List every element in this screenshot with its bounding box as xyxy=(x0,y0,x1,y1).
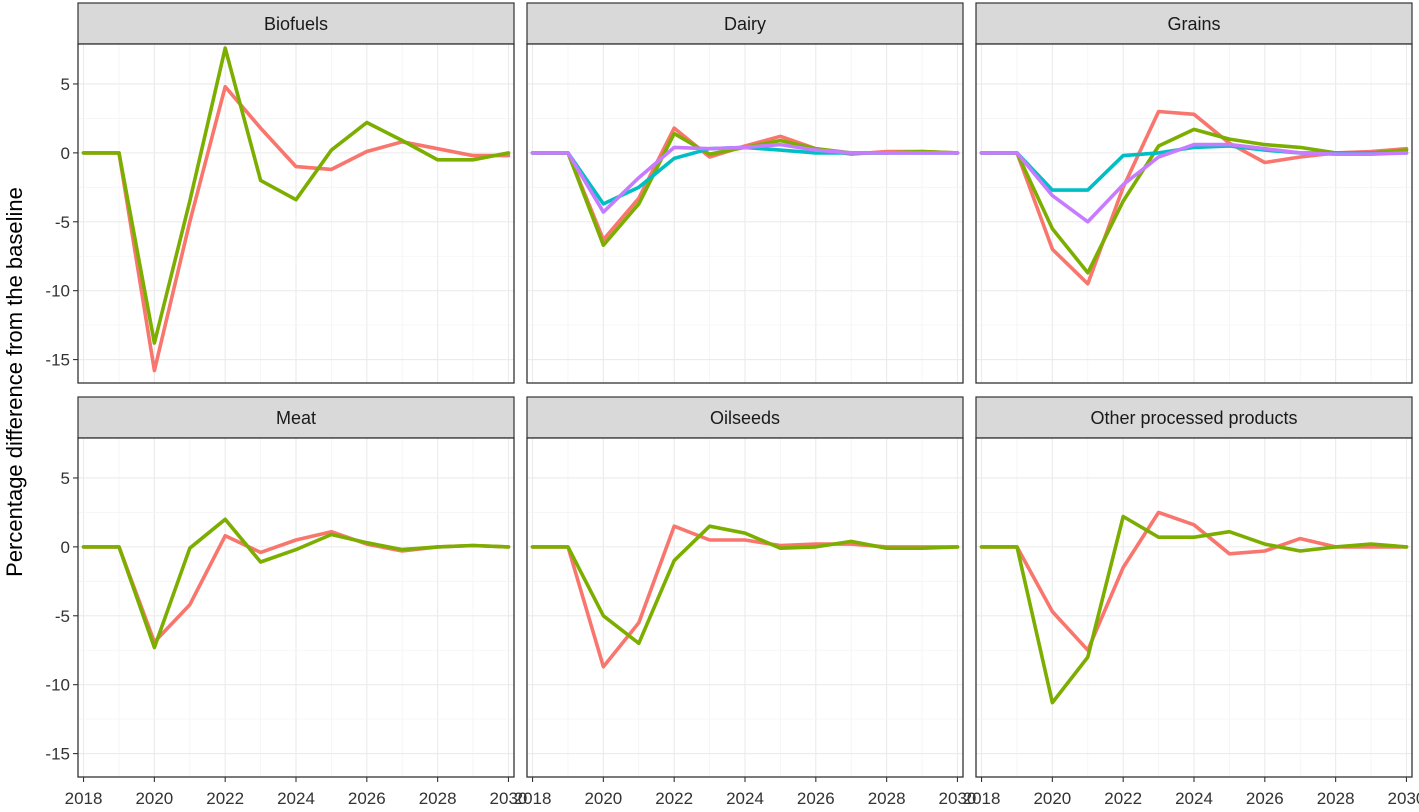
panel-oilseeds: Oilseeds 2018 2020 2022 2024 2026 2028 2030 xyxy=(514,396,977,808)
gridlines xyxy=(78,44,514,383)
y-tick-label: -5 xyxy=(55,213,70,232)
x-tick-label: 2028 xyxy=(1317,789,1355,808)
x-tick-label: 2024 xyxy=(277,789,315,808)
y-tick-label: -15 xyxy=(45,351,70,370)
x-tick-label: 2020 xyxy=(135,789,173,808)
panel-strip xyxy=(77,2,515,45)
panel-title: Other processed products xyxy=(1090,408,1297,428)
y-tick-label: 0 xyxy=(61,144,70,163)
y-tick-label: -10 xyxy=(45,282,70,301)
gridlines xyxy=(976,44,1412,383)
panel-strip xyxy=(975,396,1413,439)
panel-strip xyxy=(77,396,515,439)
facet-panels: Biofuels 5 0 -5 -10 -15 Dairy Grains Meat 5 0 -5 -10… xyxy=(45,2,1419,808)
x-tick-label: 2020 xyxy=(1033,789,1071,808)
y-tick-label: -10 xyxy=(45,676,70,695)
x-tick-label: 2026 xyxy=(797,789,835,808)
x-tick-label: 2024 xyxy=(1175,789,1213,808)
panel-strip xyxy=(526,2,964,45)
panel-title: Dairy xyxy=(724,14,766,34)
panel-meat: Meat 5 0 -5 -10 -15 2018 2020 2022 2024 2026 2028 20… xyxy=(45,396,528,808)
panel-border xyxy=(77,43,515,384)
x-tick-label: 2026 xyxy=(1246,789,1284,808)
series-line-purple xyxy=(530,142,960,214)
panel-border xyxy=(975,43,1413,384)
y-tick-label: 0 xyxy=(61,538,70,557)
x-tick-label: 2030 xyxy=(490,789,528,808)
x-tick-label: 2022 xyxy=(1104,789,1142,808)
x-tick-label: 2024 xyxy=(726,789,764,808)
x-tick-label: 2018 xyxy=(514,789,552,808)
series-line-green xyxy=(979,514,1409,705)
panel-title: Meat xyxy=(276,408,316,428)
panel-biofuels: Biofuels 5 0 -5 -10 -15 xyxy=(45,2,515,384)
panel-grains: Grains xyxy=(975,2,1413,384)
x-tick-label: 2018 xyxy=(963,789,1001,808)
y-tick-label: 5 xyxy=(61,469,70,488)
x-tick-label: 2030 xyxy=(1388,789,1419,808)
y-axis-title: Percentage difference from the baseline xyxy=(2,187,27,577)
gridlines xyxy=(527,438,963,777)
panel-title: Grains xyxy=(1167,14,1220,34)
x-tick-label: 2030 xyxy=(939,789,977,808)
gridlines xyxy=(78,438,514,777)
panel-border xyxy=(526,43,964,384)
panel-title: Biofuels xyxy=(264,14,328,34)
x-tick-label: 2028 xyxy=(419,789,457,808)
series-line-green xyxy=(81,46,511,345)
x-tick-label: 2028 xyxy=(868,789,906,808)
panel-title: Oilseeds xyxy=(710,408,780,428)
x-tick-label: 2022 xyxy=(655,789,693,808)
panel-other-processed-products: Other processed products 2018 2020 2022 2024… xyxy=(963,396,1419,808)
series-line-purple xyxy=(979,142,1409,224)
x-tick-label: 2020 xyxy=(584,789,622,808)
panel-strip xyxy=(526,396,964,439)
x-tick-label: 2026 xyxy=(348,789,386,808)
x-tick-label: 2022 xyxy=(206,789,244,808)
gridlines xyxy=(976,438,1412,777)
series-line-green xyxy=(81,517,511,650)
panel-strip xyxy=(975,2,1413,45)
y-tick-label: -15 xyxy=(45,745,70,764)
panel-dairy: Dairy xyxy=(526,2,964,384)
series-line-green xyxy=(530,524,960,646)
x-tick-label: 2018 xyxy=(65,789,103,808)
series-line-red xyxy=(81,84,511,373)
y-tick-label: -5 xyxy=(55,607,70,626)
y-tick-label: 5 xyxy=(61,75,70,94)
